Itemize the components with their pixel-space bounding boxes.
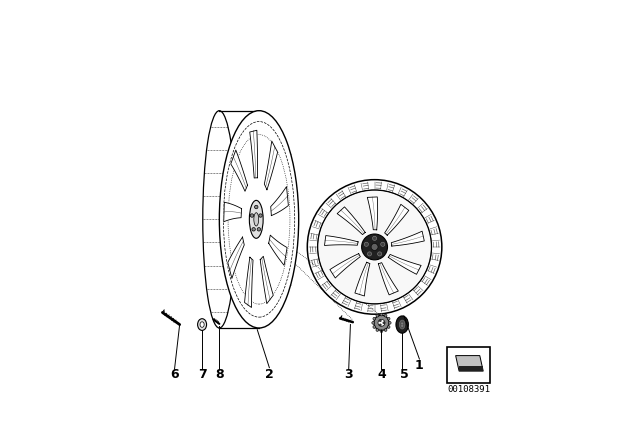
Polygon shape [456, 356, 483, 371]
Circle shape [252, 228, 255, 231]
Text: 2: 2 [265, 368, 274, 381]
Circle shape [373, 326, 376, 328]
Circle shape [387, 326, 390, 328]
Circle shape [380, 330, 383, 332]
Circle shape [378, 319, 385, 326]
Circle shape [376, 329, 379, 332]
Polygon shape [224, 202, 241, 222]
Circle shape [374, 315, 389, 331]
Circle shape [255, 205, 258, 209]
Circle shape [380, 320, 381, 322]
Polygon shape [244, 257, 253, 307]
Bar [459, 366, 483, 371]
Text: 8: 8 [215, 368, 223, 381]
Polygon shape [355, 262, 370, 296]
Circle shape [401, 325, 403, 327]
Bar [447, 347, 490, 383]
Polygon shape [231, 150, 248, 191]
Circle shape [372, 236, 376, 241]
Polygon shape [367, 197, 378, 230]
Circle shape [364, 242, 369, 246]
Circle shape [376, 314, 379, 317]
Circle shape [250, 214, 253, 217]
Circle shape [373, 317, 376, 320]
Text: 5: 5 [399, 368, 408, 381]
Polygon shape [228, 237, 244, 279]
Text: 4: 4 [377, 368, 386, 381]
Circle shape [380, 324, 381, 326]
Circle shape [259, 214, 262, 217]
Polygon shape [388, 254, 421, 274]
Polygon shape [260, 256, 273, 304]
Ellipse shape [399, 320, 405, 329]
Polygon shape [337, 207, 365, 235]
Text: 7: 7 [198, 368, 207, 381]
Polygon shape [264, 141, 278, 190]
Circle shape [378, 252, 381, 256]
Circle shape [362, 234, 387, 260]
Polygon shape [271, 187, 289, 215]
Ellipse shape [198, 319, 207, 331]
Ellipse shape [200, 322, 204, 327]
Polygon shape [378, 263, 398, 295]
Circle shape [318, 190, 431, 303]
Circle shape [372, 322, 374, 324]
Text: 1: 1 [415, 359, 424, 372]
Ellipse shape [220, 111, 299, 328]
Ellipse shape [254, 213, 259, 226]
Polygon shape [269, 235, 287, 265]
Circle shape [384, 329, 387, 332]
Text: 3: 3 [344, 368, 353, 381]
Polygon shape [250, 130, 257, 178]
Text: 6: 6 [170, 368, 179, 381]
Circle shape [257, 228, 260, 231]
Circle shape [367, 252, 372, 256]
Circle shape [384, 314, 387, 317]
Circle shape [388, 322, 391, 324]
Polygon shape [330, 254, 360, 278]
Polygon shape [391, 231, 424, 246]
Ellipse shape [203, 111, 236, 328]
Circle shape [307, 180, 442, 314]
Text: 00108391: 00108391 [447, 385, 490, 394]
Ellipse shape [396, 316, 408, 333]
Circle shape [371, 243, 378, 250]
Ellipse shape [250, 200, 263, 238]
Polygon shape [385, 204, 409, 235]
Circle shape [380, 313, 383, 316]
Circle shape [401, 323, 403, 324]
Circle shape [383, 322, 385, 324]
Circle shape [381, 242, 385, 246]
Circle shape [387, 317, 390, 320]
Polygon shape [324, 236, 358, 246]
